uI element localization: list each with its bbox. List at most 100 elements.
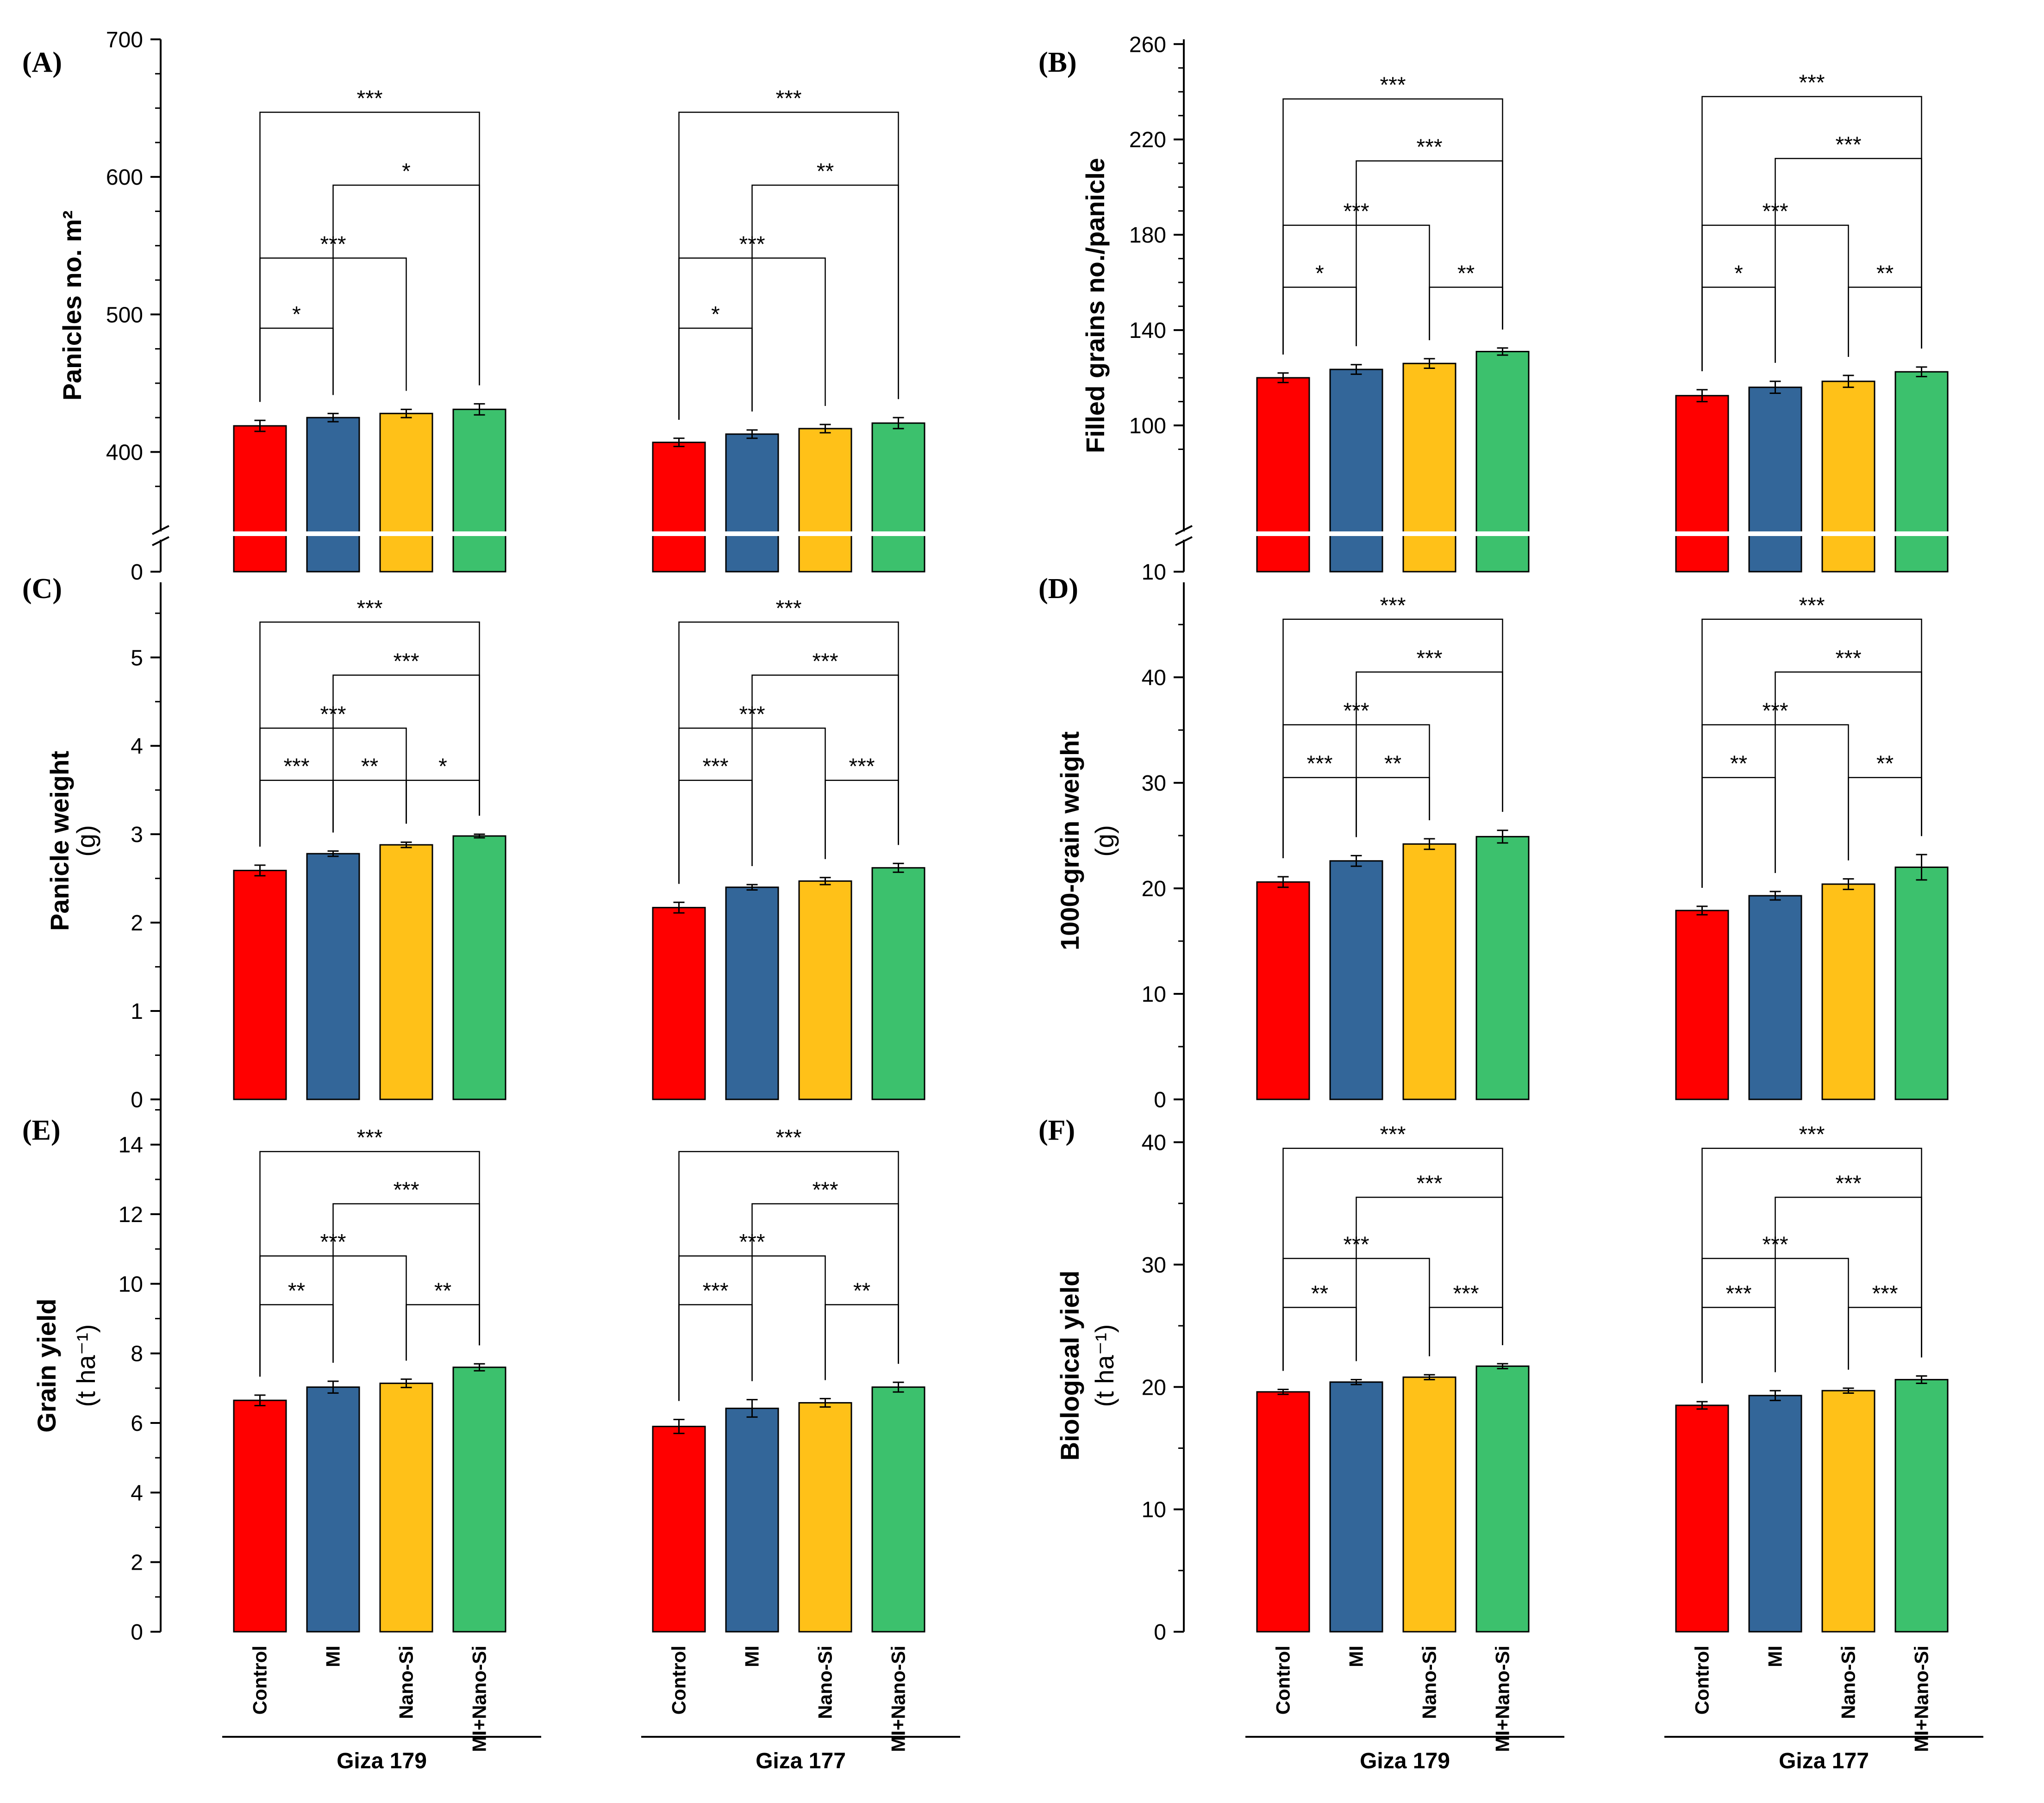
- x-category-label: MI: [1764, 1646, 1786, 1667]
- group-label: Giza 177: [1779, 1749, 1869, 1773]
- panel-label: (D): [1038, 573, 1078, 605]
- panel-b: 10 100 140 180 220 260 (B) Filled grains no./pa…: [1038, 32, 2044, 585]
- y-tick-label: 20: [1142, 877, 1166, 901]
- bar-mi: [306, 417, 360, 573]
- significance-bracket: [259, 327, 334, 402]
- bar-control: [233, 869, 287, 1100]
- significance-bracket: [1701, 287, 1776, 371]
- significance-bracket: [259, 780, 334, 847]
- significance-label: **: [288, 1279, 305, 1303]
- significance-label: ***: [1416, 135, 1442, 160]
- bar-mi: [1329, 860, 1383, 1100]
- significance-bracket: [406, 780, 480, 824]
- significance-bracket: [1282, 98, 1503, 355]
- significance-label: ***: [702, 1279, 728, 1303]
- significance-label: ***: [1380, 73, 1406, 98]
- significance-bracket: [1848, 1307, 1922, 1370]
- significance-label: **: [817, 159, 834, 184]
- significance-bracket: [1848, 287, 1922, 357]
- significance-bracket: [259, 1304, 334, 1377]
- y-tick-label: 20: [1142, 1375, 1166, 1400]
- significance-label: ***: [1835, 646, 1861, 671]
- bar-control: [652, 907, 706, 1100]
- bar-mi-nano-si: [1894, 1379, 1949, 1633]
- x-category-label: MI: [322, 1646, 344, 1667]
- significance-label: **: [1876, 261, 1894, 286]
- y-axis-title: Panicles no. m²: [57, 211, 87, 401]
- significance-bracket: [1356, 777, 1430, 837]
- bar-control: [1675, 1404, 1729, 1633]
- bar-mi-nano-si: [452, 408, 506, 573]
- y-tick-label: 0: [1154, 1088, 1166, 1112]
- bar-control: [652, 442, 706, 573]
- significance-label: *: [711, 302, 720, 327]
- bar-mi: [1748, 1395, 1802, 1633]
- y-tick-label: 40: [1142, 1131, 1166, 1155]
- bar-mi: [1748, 387, 1802, 573]
- significance-bracket: [1282, 777, 1357, 859]
- significance-bracket: [1701, 1148, 1922, 1383]
- axis-break-band: [1193, 531, 2044, 536]
- group-label: Giza 179: [1360, 1749, 1450, 1773]
- bar-nano-si: [379, 844, 433, 1100]
- y-tick-label: 10: [1142, 982, 1166, 1007]
- x-category-label: Nano-Si: [1419, 1646, 1440, 1719]
- y-tick-label: 2: [131, 1551, 143, 1575]
- bar-mi-nano-si: [452, 1366, 506, 1633]
- y-tick-label: 14: [119, 1133, 143, 1158]
- significance-label: **: [1730, 752, 1747, 776]
- bar-mi-nano-si: [1475, 1365, 1530, 1633]
- significance-label: ***: [1725, 1281, 1751, 1306]
- axis-break-mark: [1175, 525, 1193, 535]
- significance-label: ***: [775, 86, 801, 111]
- bar-nano-si: [1402, 1376, 1456, 1633]
- x-category-label: Control: [1691, 1646, 1713, 1715]
- significance-bracket: [259, 1151, 480, 1377]
- y-tick-label: 100: [1129, 414, 1166, 438]
- significance-label: **: [853, 1279, 870, 1303]
- significance-label: ***: [849, 755, 875, 779]
- significance-bracket: [678, 1304, 753, 1401]
- x-category-label: Control: [668, 1646, 690, 1715]
- x-category-label: Nano-Si: [1838, 1646, 1859, 1719]
- axis-break-mark: [152, 536, 169, 546]
- bar-mi-nano-si: [871, 1386, 925, 1633]
- bar-mi: [1329, 1381, 1383, 1633]
- y-tick-label: 5: [131, 646, 143, 670]
- significance-label: ***: [1799, 1123, 1825, 1147]
- y-tick-label: 6: [131, 1411, 143, 1436]
- y-tick-label: 12: [119, 1203, 143, 1227]
- y-tick-label: 2: [131, 911, 143, 936]
- panel-label: (C): [22, 573, 62, 605]
- significance-label: **: [361, 755, 378, 779]
- significance-label: ***: [812, 649, 838, 674]
- bar-mi-nano-si: [452, 835, 506, 1100]
- significance-label: *: [402, 159, 411, 184]
- significance-bracket: [1282, 287, 1357, 355]
- bar-control: [1256, 881, 1310, 1100]
- axis-break-band: [170, 531, 1096, 536]
- y-axis-title: Grain yield: [32, 1298, 61, 1432]
- bar-nano-si: [798, 428, 852, 573]
- bar-control: [1256, 377, 1310, 573]
- significance-label: ***: [1835, 132, 1861, 157]
- y-tick-label: 260: [1129, 32, 1166, 57]
- significance-bracket: [1429, 287, 1503, 340]
- significance-label: *: [292, 302, 301, 327]
- y-axis-title: Panicle weight: [45, 751, 74, 931]
- panel-label: (E): [22, 1115, 61, 1146]
- y-tick-label: 4: [131, 1481, 143, 1505]
- x-category-label: MI+Nano-Si: [1492, 1646, 1513, 1752]
- significance-bracket: [332, 780, 407, 833]
- x-category-label: MI: [741, 1646, 763, 1667]
- y-tick-label: 700: [106, 28, 143, 52]
- bar-mi: [306, 1386, 360, 1633]
- bar-mi-nano-si: [1475, 350, 1530, 573]
- bar-nano-si: [1402, 362, 1456, 573]
- x-category-label: Control: [1272, 1646, 1294, 1715]
- bar-mi-nano-si: [1475, 836, 1530, 1100]
- significance-bracket: [1701, 96, 1922, 371]
- bar-mi: [725, 433, 779, 573]
- significance-bracket: [1282, 1307, 1357, 1371]
